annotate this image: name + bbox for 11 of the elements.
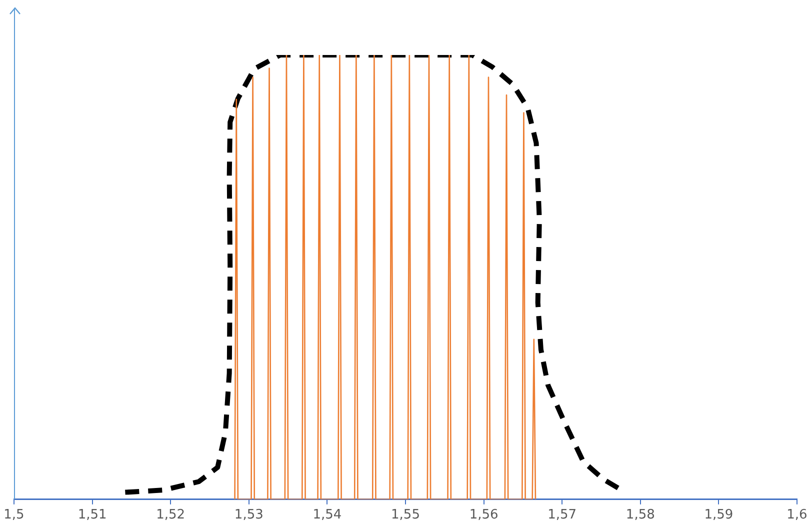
x-tick-label: 1,51 — [78, 508, 107, 523]
x-tick-label: 1,56 — [469, 508, 498, 523]
x-tick-label: 1,52 — [156, 508, 186, 523]
x-tick-label: 1,53 — [234, 508, 264, 523]
x-tick-label: 1,5 — [4, 508, 24, 523]
x-tick-label: 1,57 — [548, 508, 577, 523]
x-tick-label: 1,55 — [391, 508, 420, 523]
x-tick-label: 1,59 — [704, 508, 734, 523]
x-tick-label: 1,58 — [626, 508, 655, 523]
x-tick-label: 1,54 — [312, 508, 342, 523]
x-tick-label: 1,6 — [786, 508, 808, 523]
